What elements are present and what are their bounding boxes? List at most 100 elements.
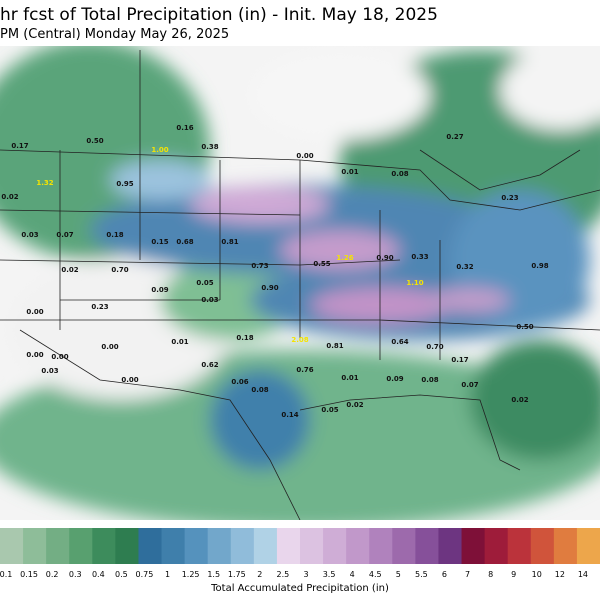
- station-value: 0.09: [151, 286, 168, 294]
- colorbar-tick-label: 5.5: [415, 570, 428, 579]
- station-value: 0.50: [516, 323, 533, 331]
- station-value: 2.08: [291, 336, 308, 344]
- station-value: 0.32: [456, 263, 473, 271]
- station-value: 0.00: [101, 343, 118, 351]
- colorbar-swatch: [438, 528, 463, 564]
- station-value: 0.01: [171, 338, 188, 346]
- station-value: 0.81: [326, 342, 343, 350]
- station-value: 0.17: [451, 356, 468, 364]
- station-value: 0.00: [296, 152, 313, 160]
- station-value: 0.17: [11, 142, 28, 150]
- station-value: 0.07: [461, 381, 478, 389]
- station-value: 0.01: [341, 168, 358, 176]
- colorbar-swatch: [207, 528, 232, 564]
- map: [0, 46, 600, 520]
- colorbar-tick-label: 3: [303, 570, 308, 579]
- colorbar-swatch: [230, 528, 255, 564]
- colorbar-tick-label: 0.1: [0, 570, 12, 579]
- station-value: 0.81: [221, 238, 238, 246]
- colorbar: 0.1 0.15 0.2 0.3 0.4 0.5 0.75 1 1.25 1.5 1.75 2 2.5 3…: [0, 528, 600, 579]
- colorbar-swatch: [461, 528, 486, 564]
- colorbar-swatch: [276, 528, 301, 564]
- colorbar-tick-label: 10: [532, 570, 542, 579]
- colorbar-tick-label: 0.4: [92, 570, 105, 579]
- station-value: 0.38: [201, 143, 218, 151]
- station-value: 0.02: [346, 401, 363, 409]
- station-value: 0.03: [41, 367, 58, 375]
- station-value: 0.90: [376, 254, 393, 262]
- station-value: 0.62: [201, 361, 218, 369]
- station-value: 1.00: [151, 146, 168, 154]
- station-value: 1.32: [36, 179, 53, 187]
- colorbar-swatch: [0, 528, 24, 564]
- station-value: 0.23: [501, 194, 518, 202]
- station-value: 0.70: [111, 266, 128, 274]
- colorbar-swatch: [69, 528, 93, 564]
- colorbar-tick-label: 4: [350, 570, 355, 579]
- colorbar-swatch: [300, 528, 324, 564]
- colorbar-tick-label: 0.75: [136, 570, 154, 579]
- station-value: 0.09: [386, 375, 403, 383]
- colorbar-swatch: [161, 528, 186, 564]
- station-value: 0.55: [313, 260, 330, 268]
- station-value: 0.00: [26, 308, 43, 316]
- colorbar-tick-label: 5: [396, 570, 401, 579]
- colorbar-tick-label: 0.2: [46, 570, 59, 579]
- boundaries: [0, 50, 600, 520]
- station-value: 0.01: [341, 374, 358, 382]
- station-value: 0.14: [281, 411, 298, 419]
- colorbar-tick-label: 14: [578, 570, 588, 579]
- colorbar-swatch: [484, 528, 509, 564]
- station-value: 0.08: [251, 386, 268, 394]
- station-value: 0.23: [91, 303, 108, 311]
- colorbar-swatch: [184, 528, 209, 564]
- colorbar-tick-label: 1.75: [228, 570, 246, 579]
- colorbar-tick-label: 1.5: [207, 570, 220, 579]
- colorbar-swatch: [115, 528, 139, 564]
- colorbar-label: Total Accumulated Precipitation (in): [210, 583, 389, 594]
- colorbar-tick-label: 0.5: [115, 570, 128, 579]
- colorbar-swatch: [323, 528, 347, 564]
- station-value: 0.68: [176, 238, 193, 246]
- colorbar-swatch: [392, 528, 416, 564]
- station-value: 0.33: [411, 253, 428, 261]
- colorbar-tick-label: 12: [555, 570, 565, 579]
- colorbar-swatch: [553, 528, 578, 564]
- subtitle: PM (Central) Monday May 26, 2025: [0, 27, 229, 42]
- station-value: 0.95: [116, 180, 133, 188]
- colorbar-swatch: [576, 528, 600, 564]
- colorbar-swatch: [369, 528, 393, 564]
- colorbar-swatch: [23, 528, 47, 564]
- station-value: 0.08: [391, 170, 408, 178]
- station-value: 1.10: [406, 279, 423, 287]
- station-value: 0.07: [56, 231, 73, 239]
- title: hr fcst of Total Precipitation (in) - In…: [0, 5, 438, 25]
- colorbar-tick-label: 3.5: [323, 570, 336, 579]
- colorbar-swatch: [138, 528, 163, 564]
- colorbar-tick-label: 6: [442, 570, 447, 579]
- colorbar-tick-label: 8: [488, 570, 493, 579]
- station-value: 0.02: [511, 396, 528, 404]
- station-values: 0.17 0.50 1.00 0.16 0.38 0.27 1.32 0.95 0.02 0.03…: [1, 124, 548, 419]
- station-value: 0.02: [1, 193, 18, 201]
- colorbar-tick-label: 2: [257, 570, 262, 579]
- station-value: 0.73: [251, 262, 268, 270]
- colorbar-swatch: [253, 528, 278, 564]
- colorbar-tick-label: 1.25: [182, 570, 200, 579]
- station-value: 0.70: [426, 343, 443, 351]
- station-value: 0.98: [531, 262, 548, 270]
- colorbar-tick-label: 0.3: [69, 570, 82, 579]
- colorbar-tick-label: 9: [511, 570, 516, 579]
- station-value: 0.02: [61, 266, 78, 274]
- station-value: 0.15: [151, 238, 168, 246]
- colorbar-swatch: [92, 528, 116, 564]
- colorbar-tick-label: 0.15: [20, 570, 38, 579]
- station-value: 0.18: [236, 334, 253, 342]
- station-value: 0.64: [391, 338, 408, 346]
- station-value: 0.06: [231, 378, 248, 386]
- station-value: 0.00: [51, 353, 68, 361]
- station-value: 0.03: [21, 231, 38, 239]
- station-value: 0.03: [201, 296, 218, 304]
- colorbar-tick-label: 2.5: [277, 570, 290, 579]
